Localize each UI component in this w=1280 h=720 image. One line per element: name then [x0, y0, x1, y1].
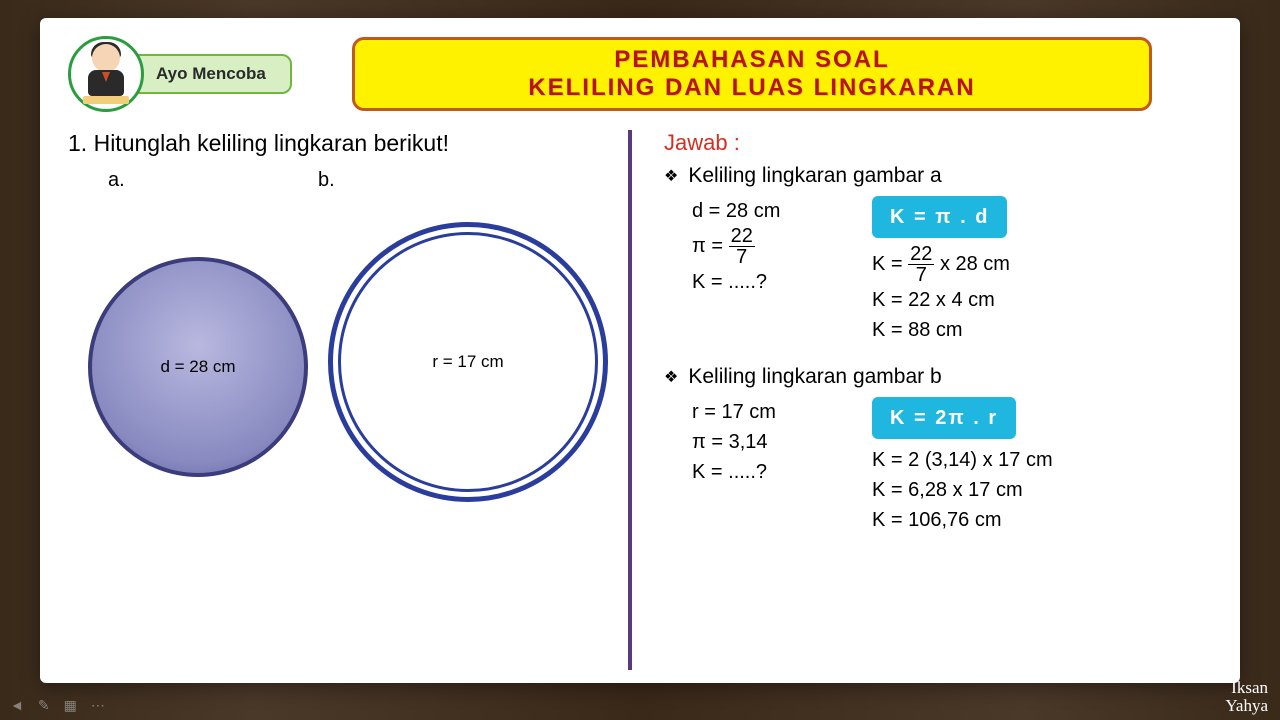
circle-a-label: d = 28 cm [160, 357, 235, 377]
prev-icon[interactable]: ◄ [10, 697, 24, 714]
author-line-1: Iksan [1225, 679, 1268, 698]
formula-a: K = π . d [872, 196, 1007, 238]
formula-b: K = 2π . r [872, 397, 1016, 439]
answer-column: Jawab : ❖ Keliling lingkaran gambar a d … [628, 130, 1208, 670]
content-area: 1. Hitunglah keliling lingkaran berikut!… [68, 130, 1212, 670]
question-body: Hitunglah keliling lingkaran berikut! [94, 130, 449, 156]
section-b-heading: ❖ Keliling lingkaran gambar b [664, 365, 1208, 389]
more-icon[interactable]: ⋯ [91, 697, 105, 714]
question-column: 1. Hitunglah keliling lingkaran berikut!… [68, 130, 628, 670]
circle-a: d = 28 cm [88, 257, 308, 477]
label-b: b. [278, 169, 335, 192]
given-b1: r = 17 cm [692, 397, 842, 427]
given-a1: d = 28 cm [692, 196, 842, 226]
question-number: 1. [68, 130, 87, 156]
avatar-circle [68, 36, 144, 112]
avatar-badge: Ayo Mencoba [68, 36, 292, 112]
menu-icon[interactable]: ▦ [64, 697, 77, 714]
step-b2: K = 6,28 x 17 cm [872, 475, 1053, 505]
section-a-title: Keliling lingkaran gambar a [688, 164, 941, 188]
bullet-icon: ❖ [664, 367, 678, 387]
title-line-1: PEMBAHASAN SOAL [375, 46, 1129, 74]
step-b1: K = 2 (3,14) x 17 cm [872, 445, 1053, 475]
step-a2: K = 22 x 4 cm [872, 285, 1010, 315]
sublabels: a. b. [68, 169, 608, 192]
step-a3: K = 88 cm [872, 315, 1010, 345]
given-a2: π = 227 [692, 226, 842, 267]
circle-b-inner: r = 17 cm [338, 232, 598, 492]
author-credit: Iksan Yahya [1225, 679, 1268, 716]
circle-b: r = 17 cm [328, 222, 608, 502]
section-a-givens: d = 28 cm π = 227 K = .....? [692, 196, 842, 297]
circles-diagram: d = 28 cm r = 17 cm [68, 202, 608, 582]
question-text: 1. Hitunglah keliling lingkaran berikut! [68, 130, 608, 157]
step-a1: K = 227 x 28 cm [872, 244, 1010, 285]
given-b2: π = 3,14 [692, 427, 842, 457]
label-a: a. [68, 169, 278, 192]
section-a-body: d = 28 cm π = 227 K = .....? K = π . d K… [692, 196, 1208, 345]
title-banner: PEMBAHASAN SOAL KELILING DAN LUAS LINGKA… [352, 37, 1152, 111]
answer-label: Jawab : [664, 130, 1208, 156]
presentation-nav[interactable]: ◄ ✎ ▦ ⋯ [10, 697, 105, 714]
teacher-avatar-icon [80, 44, 132, 104]
section-a-heading: ❖ Keliling lingkaran gambar a [664, 164, 1208, 188]
header-row: Ayo Mencoba PEMBAHASAN SOAL KELILING DAN… [68, 36, 1212, 112]
section-b-body: r = 17 cm π = 3,14 K = .....? K = 2π . r… [692, 397, 1208, 535]
given-a3: K = .....? [692, 267, 842, 297]
section-b-steps: K = 2π . r K = 2 (3,14) x 17 cm K = 6,28… [872, 397, 1053, 535]
author-line-2: Yahya [1225, 697, 1268, 716]
title-line-2: KELILING DAN LUAS LINGKARAN [375, 74, 1129, 102]
section-a-steps: K = π . d K = 227 x 28 cm K = 22 x 4 cm … [872, 196, 1010, 345]
pen-icon[interactable]: ✎ [38, 697, 50, 714]
section-b-givens: r = 17 cm π = 3,14 K = .....? [692, 397, 842, 487]
whiteboard: Ayo Mencoba PEMBAHASAN SOAL KELILING DAN… [40, 18, 1240, 683]
step-b3: K = 106,76 cm [872, 505, 1053, 535]
section-b-title: Keliling lingkaran gambar b [688, 365, 941, 389]
given-b3: K = .....? [692, 457, 842, 487]
circle-b-label: r = 17 cm [432, 352, 503, 372]
bullet-icon: ❖ [664, 166, 678, 186]
